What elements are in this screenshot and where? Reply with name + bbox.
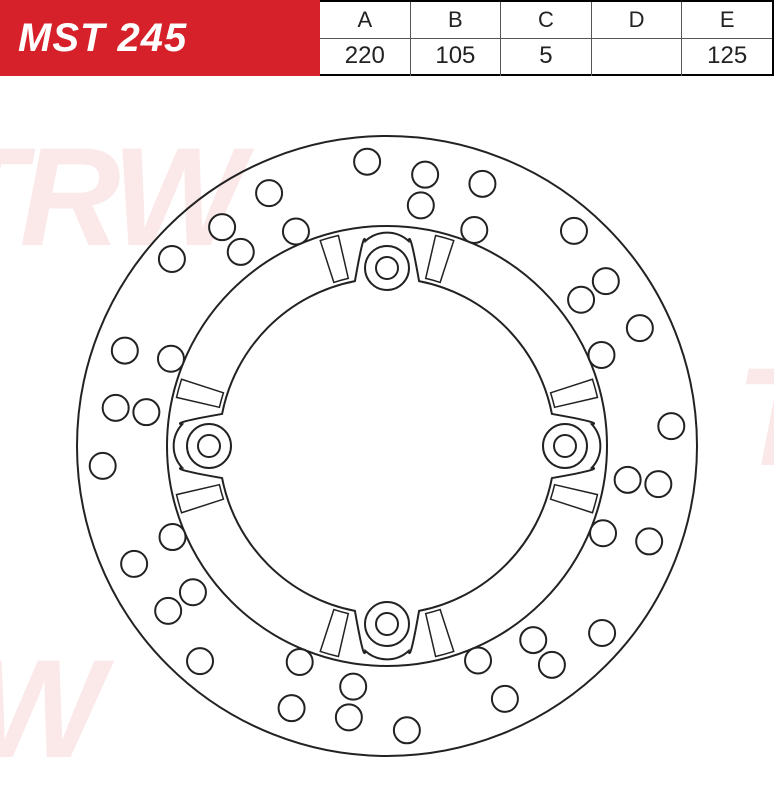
spec-col-d: D xyxy=(592,2,683,76)
spec-head: D xyxy=(592,2,682,39)
spec-head: B xyxy=(411,2,501,39)
product-title-block: MST 245 xyxy=(0,0,320,76)
spec-val: 220 xyxy=(320,39,410,77)
spec-val xyxy=(592,39,682,77)
spec-col-c: C 5 xyxy=(501,2,592,76)
header-bar: MST 245 A 220 B 105 C 5 D E 125 xyxy=(0,0,774,76)
spec-head: C xyxy=(501,2,591,39)
brake-disc-diagram xyxy=(0,76,774,800)
spec-val: 5 xyxy=(501,39,591,77)
spec-head: A xyxy=(320,2,410,39)
spec-col-e: E 125 xyxy=(682,2,774,76)
spec-table: A 220 B 105 C 5 D E 125 xyxy=(320,0,774,76)
spec-head: E xyxy=(682,2,772,39)
spec-col-a: A 220 xyxy=(320,2,411,76)
spec-val: 105 xyxy=(411,39,501,77)
diagram-area: TRW TRW TRW xyxy=(0,76,774,800)
product-title: MST 245 xyxy=(18,16,187,61)
spec-val: 125 xyxy=(682,39,772,77)
spec-col-b: B 105 xyxy=(411,2,502,76)
